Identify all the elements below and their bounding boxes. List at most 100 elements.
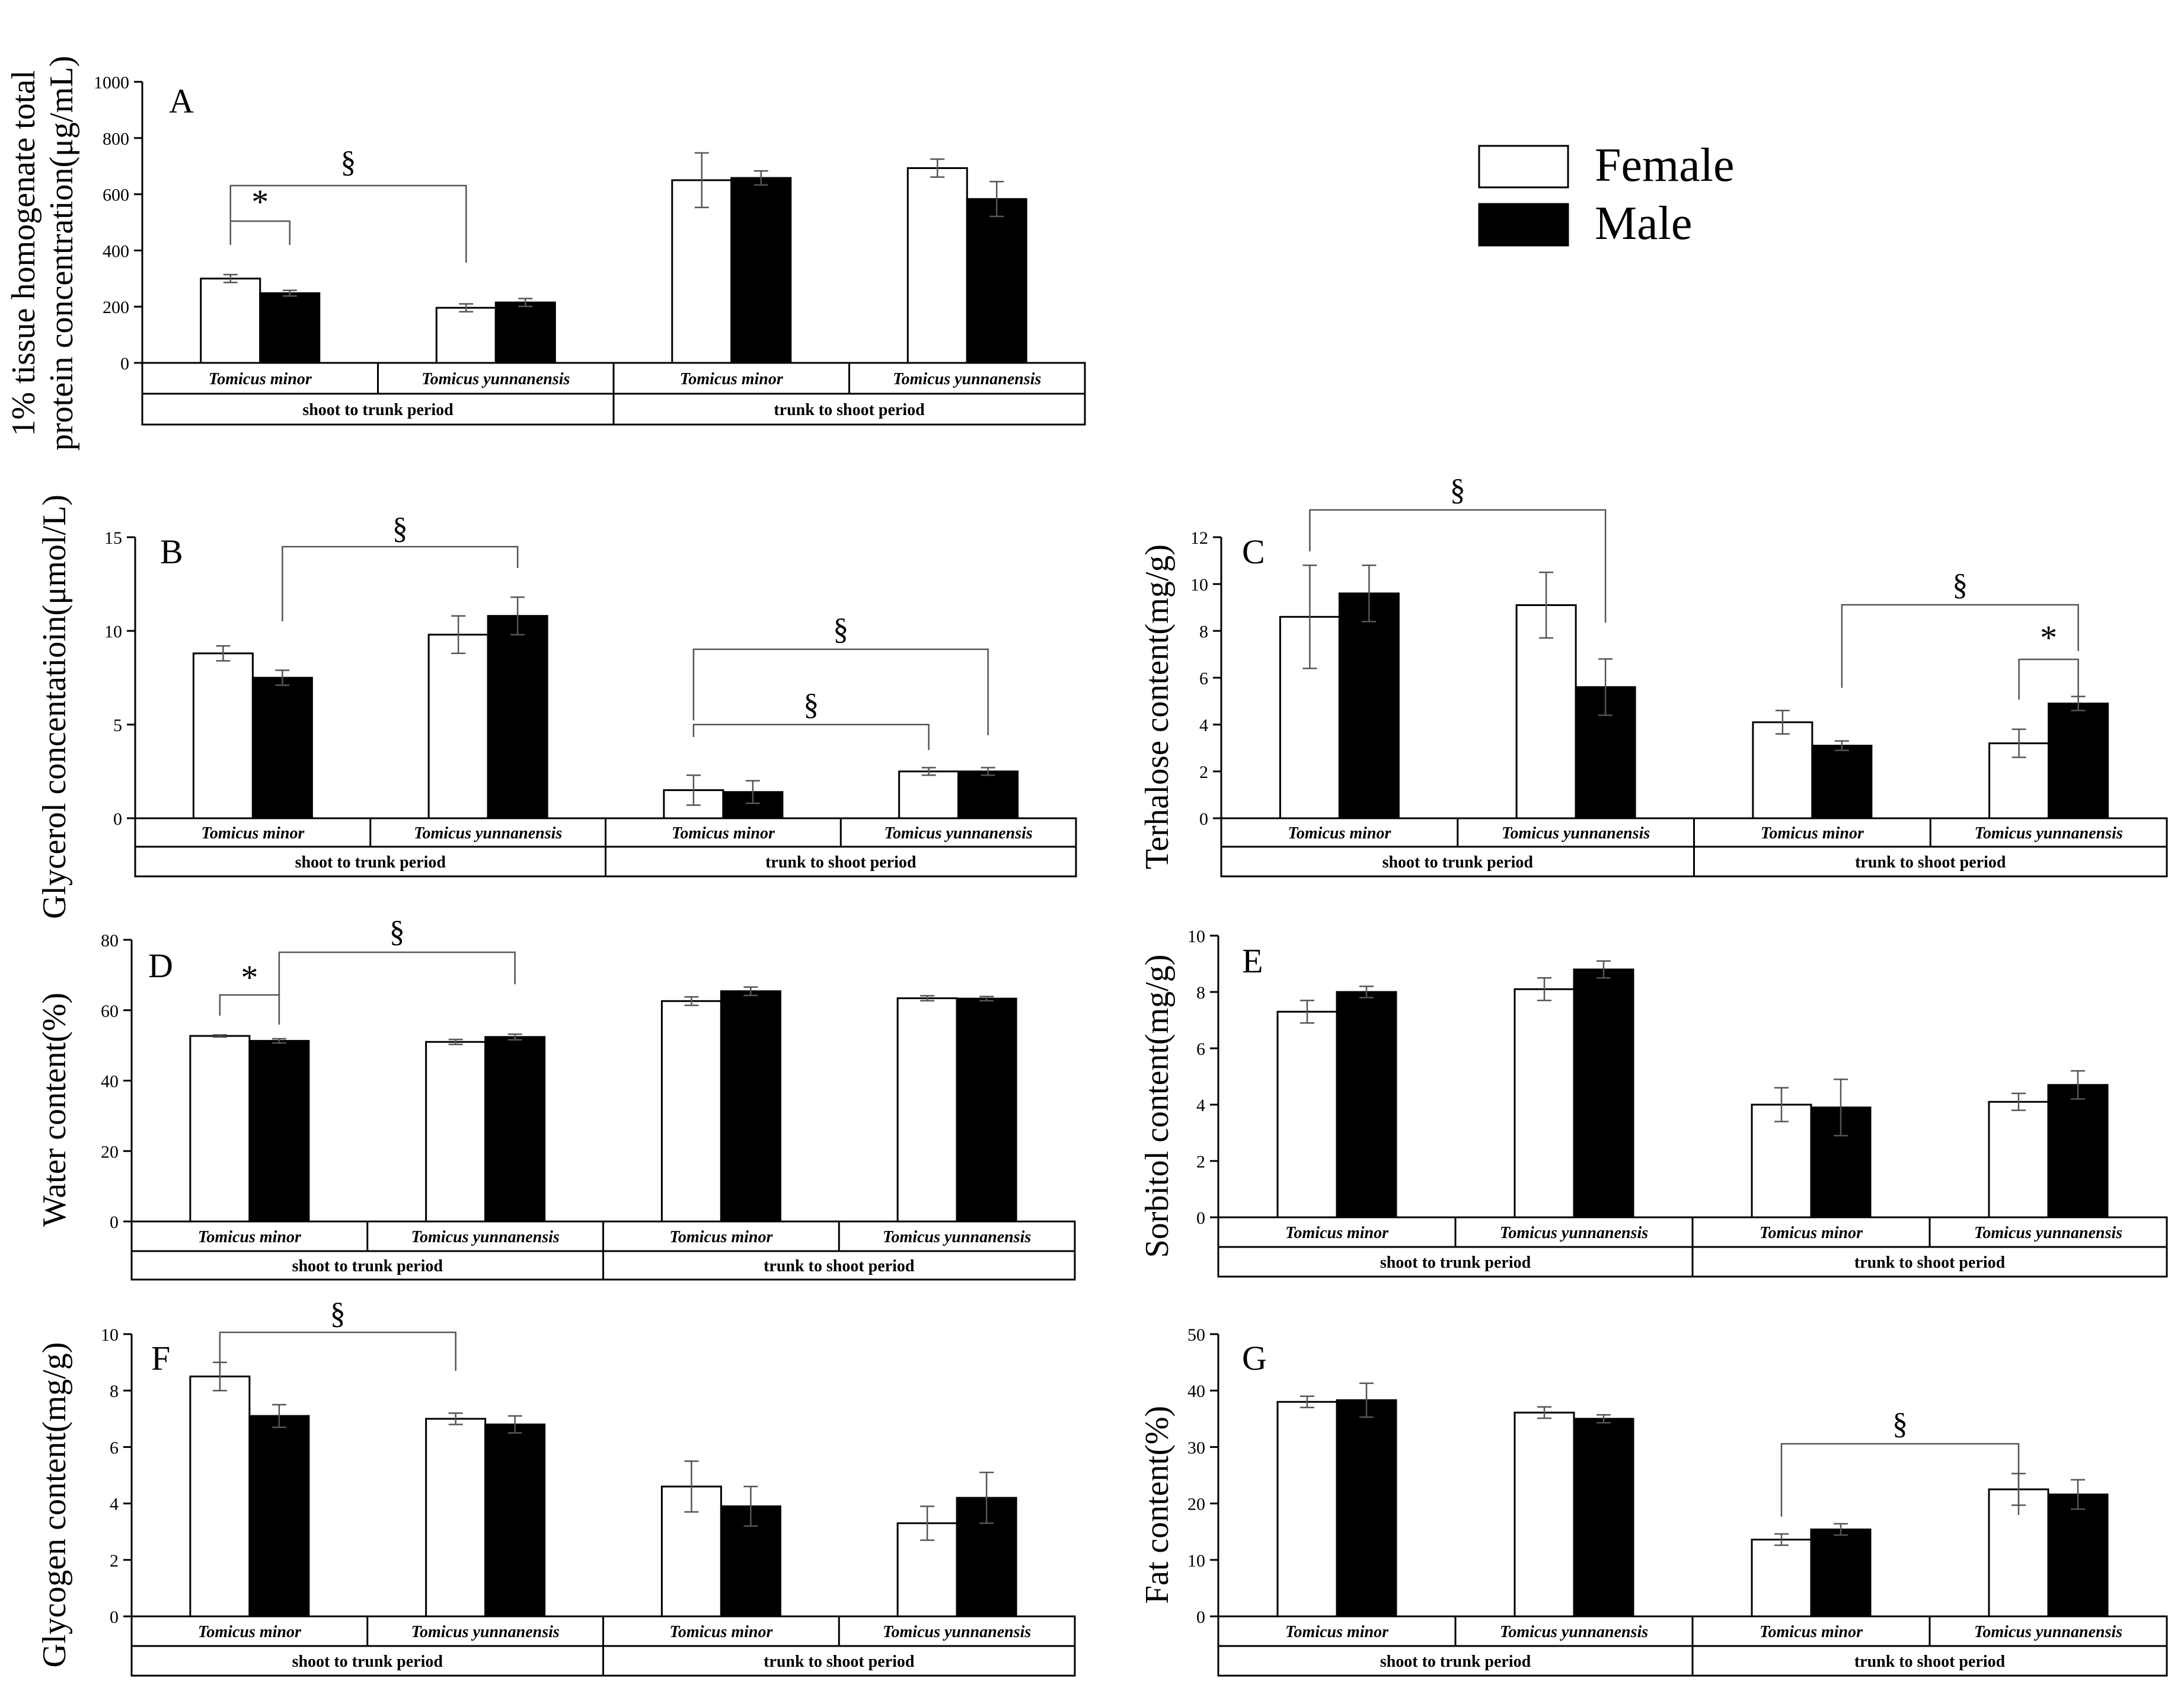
y-tick-label: 40 xyxy=(101,1072,119,1092)
category-label: Tomicus minor xyxy=(1285,1224,1389,1242)
y-tick-label: 600 xyxy=(103,186,129,205)
panel-label: G xyxy=(1242,1339,1267,1377)
y-tick-label: 1000 xyxy=(94,73,129,92)
bar-female xyxy=(1988,1101,2049,1218)
y-tick-label: 8 xyxy=(110,1382,119,1401)
significance-section-sign: § xyxy=(1892,1407,1908,1441)
category-label: Tomicus yunnanensis xyxy=(1502,824,1650,843)
significance-asterisk: * xyxy=(241,958,258,997)
bar-male xyxy=(2047,1493,2109,1618)
bar-female xyxy=(425,1418,487,1618)
bar-male xyxy=(1573,968,1634,1218)
panel-label: C xyxy=(1242,532,1265,571)
category-label: Tomicus minor xyxy=(669,1623,773,1641)
category-label: Tomicus yunnanensis xyxy=(884,824,1032,843)
y-axis-title: Sorbitol content(mg/g) xyxy=(1139,955,1176,1258)
significance-bracket xyxy=(278,951,516,998)
significance-bracket xyxy=(692,648,989,735)
category-label: Tomicus minor xyxy=(669,1228,773,1246)
bar-female xyxy=(192,652,254,819)
period-label: shoot to trunk period xyxy=(1380,1253,1531,1272)
bar-female xyxy=(1514,988,1575,1218)
y-tick-label: 800 xyxy=(103,129,129,149)
category-label: Tomicus yunnanensis xyxy=(411,1623,559,1641)
y-tick-label: 5 xyxy=(113,716,122,735)
y-tick-label: 4 xyxy=(1196,1096,1205,1115)
y-tick-label: 20 xyxy=(1187,1495,1205,1514)
bar-female xyxy=(1751,1539,1812,1618)
category-label: Tomicus yunnanensis xyxy=(1974,1623,2122,1641)
period-label: trunk to shoot period xyxy=(1854,1253,2006,1272)
period-label: shoot to trunk period xyxy=(302,401,454,419)
significance-section-sign: § xyxy=(1450,473,1465,507)
significance-section-sign: § xyxy=(392,512,408,546)
category-label: Tomicus minor xyxy=(1285,1623,1389,1641)
y-tick-label: 2 xyxy=(110,1551,119,1571)
y-axis-title: 1% tissue homogenate total xyxy=(5,70,42,436)
significance-asterisk: * xyxy=(2040,618,2057,657)
y-tick-label: 10 xyxy=(1187,927,1205,946)
category-label: Tomicus minor xyxy=(198,1228,302,1246)
category-label: Tomicus minor xyxy=(672,824,775,843)
legend-label-male: Male xyxy=(1595,197,1692,250)
bar-male xyxy=(248,1039,310,1223)
legend-swatch-female xyxy=(1478,145,1569,189)
bar-female xyxy=(189,1035,251,1223)
y-axis-title: Water content(%) xyxy=(36,993,73,1227)
bar-male xyxy=(484,1423,546,1618)
y-tick-label: 4 xyxy=(110,1495,119,1514)
period-label: trunk to shoot period xyxy=(765,853,917,872)
significance-bracket xyxy=(219,994,280,1025)
significance-bracket xyxy=(1780,1443,2020,1517)
bar-female xyxy=(435,307,497,364)
panel-g: 0 10 20 30 40 50 Fat content(%) G Tomicus minor T… xyxy=(1139,1325,2168,1677)
bar-male xyxy=(720,990,781,1223)
bar-female xyxy=(1751,1103,1812,1218)
y-tick-label: 2 xyxy=(1199,763,1208,782)
bar-male xyxy=(1573,1418,1634,1618)
bar-male xyxy=(487,615,548,819)
y-tick-label: 0 xyxy=(1196,1607,1205,1627)
y-tick-label: 60 xyxy=(101,1001,119,1021)
y-tick-label: 4 xyxy=(1199,716,1208,735)
bar-male xyxy=(730,177,792,364)
bar-female xyxy=(1514,1411,1575,1618)
y-tick-label: 0 xyxy=(113,809,122,829)
significance-asterisk: * xyxy=(251,183,269,221)
period-label: shoot to trunk period xyxy=(1380,1653,1531,1671)
y-tick-label: 6 xyxy=(1196,1039,1205,1059)
category-label: Tomicus yunnanensis xyxy=(414,824,562,843)
y-tick-label: 8 xyxy=(1199,622,1208,642)
bar-female xyxy=(906,167,968,364)
y-tick-label: 15 xyxy=(104,528,122,548)
panel-label: A xyxy=(169,82,194,120)
y-tick-label: 6 xyxy=(110,1438,119,1457)
period-label: shoot to trunk period xyxy=(295,853,446,872)
category-label: Tomicus yunnanensis xyxy=(883,1228,1031,1246)
y-tick-label: 12 xyxy=(1190,528,1208,548)
bar-male xyxy=(957,770,1019,819)
y-axis-title: Glycogen content(mg/g) xyxy=(36,1342,73,1668)
category-label: Tomicus yunnanensis xyxy=(1974,1224,2122,1242)
significance-bracket xyxy=(282,546,519,621)
category-label: Tomicus minor xyxy=(209,370,312,388)
bar-male xyxy=(494,301,556,364)
bar-male xyxy=(1336,991,1397,1218)
y-tick-label: 10 xyxy=(101,1325,119,1345)
significance-section-sign: § xyxy=(341,145,356,179)
y-tick-label: 8 xyxy=(1196,983,1205,1003)
significance-section-sign: § xyxy=(330,1297,346,1331)
period-label: shoot to trunk period xyxy=(292,1653,443,1671)
bar-female xyxy=(1515,604,1577,819)
bar-female xyxy=(898,770,960,819)
y-tick-label: 2 xyxy=(1196,1152,1205,1172)
panel-d: 0 20 40 60 80 Water content(%) D Tomicus minor T… xyxy=(36,915,1076,1281)
category-label: Tomicus minor xyxy=(1760,1623,1863,1641)
category-label: Tomicus minor xyxy=(198,1623,302,1641)
significance-bracket xyxy=(229,184,467,263)
significance-section-sign: § xyxy=(833,613,848,646)
y-tick-label: 6 xyxy=(1199,669,1208,688)
bar-male xyxy=(248,1415,310,1618)
